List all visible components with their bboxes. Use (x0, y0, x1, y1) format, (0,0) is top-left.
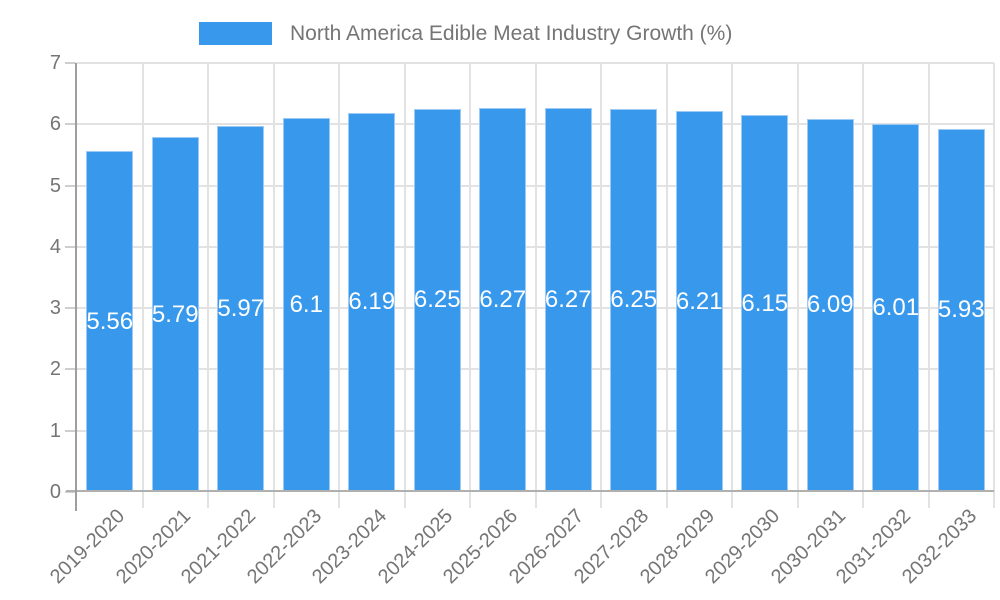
y-axis-label: 1 (49, 419, 61, 442)
bar[interactable]: 6.1 (282, 118, 330, 492)
y-tick-mark (65, 62, 76, 64)
y-axis-label: 0 (49, 481, 61, 503)
bar-value-label: 5.93 (937, 296, 985, 324)
bar[interactable]: 6.19 (348, 112, 396, 492)
y-axis-label: 2 (49, 358, 61, 381)
y-axis-label: 4 (49, 235, 61, 258)
bar[interactable]: 5.56 (86, 151, 134, 492)
legend-swatch (199, 22, 272, 45)
y-tick-mark (65, 491, 76, 493)
bar[interactable]: 6.27 (479, 107, 527, 492)
gridline-vertical (338, 63, 340, 508)
y-axis-label: 7 (49, 52, 61, 74)
bar-value-label: 5.97 (217, 295, 265, 323)
gridline-vertical (141, 63, 144, 508)
bar-value-label: 6.09 (806, 291, 854, 319)
bar[interactable]: 6.25 (610, 108, 658, 492)
gridline-vertical (600, 63, 602, 508)
gridline-vertical (403, 63, 406, 508)
gridline-vertical (534, 63, 537, 508)
bar[interactable]: 6.01 (872, 123, 920, 492)
gridline-vertical (993, 63, 995, 508)
bar-value-label: 6.15 (741, 289, 789, 317)
y-tick-mark (65, 184, 76, 187)
gridline-vertical (665, 63, 668, 508)
gridline-vertical (862, 63, 864, 508)
bar[interactable]: 6.27 (544, 107, 592, 492)
bar[interactable]: 5.93 (937, 128, 985, 492)
gridline-vertical (469, 63, 471, 508)
bar[interactable]: 6.21 (675, 111, 723, 492)
gridline-vertical (272, 63, 275, 508)
gridline-vertical (796, 63, 799, 508)
bar[interactable]: 5.97 (217, 126, 265, 492)
gridline-vertical (207, 63, 209, 508)
bar-value-label: 6.1 (289, 291, 323, 319)
gridline-vertical (731, 63, 733, 508)
bar-value-label: 6.01 (872, 293, 920, 321)
y-axis-label: 6 (49, 113, 61, 136)
bar-value-label: 5.79 (151, 300, 199, 328)
bar[interactable]: 5.79 (151, 137, 199, 492)
y-tick-mark (65, 123, 76, 126)
bar-value-label: 6.27 (544, 285, 592, 313)
y-tick-mark (65, 307, 76, 310)
y-tick-mark (65, 368, 76, 371)
y-axis-label: 5 (49, 174, 61, 197)
bar-value-label: 6.25 (610, 286, 658, 314)
bar[interactable]: 6.25 (413, 108, 461, 492)
bar-value-label: 6.27 (479, 285, 527, 313)
y-axis-label: 3 (49, 297, 61, 320)
plot-area: 0 1 2 3 4 5 6 7 5.56 5.79 5.97 6.1 6.19 6.25 6.27 6.27 6… (46, 52, 995, 588)
bar[interactable]: 6.15 (741, 115, 789, 492)
bar-value-label: 6.25 (413, 286, 461, 314)
gridline-vertical (927, 63, 930, 508)
y-tick-mark (65, 245, 76, 248)
x-axis-line (66, 490, 994, 492)
bar-value-label: 5.56 (86, 307, 134, 335)
bar-value-label: 6.21 (675, 287, 723, 315)
legend-label: North America Edible Meat Industry Growt… (290, 22, 733, 45)
bar-value-label: 6.19 (348, 288, 396, 316)
y-tick-mark (65, 429, 76, 432)
y-axis-line (75, 63, 77, 511)
bar[interactable]: 6.09 (806, 118, 854, 492)
